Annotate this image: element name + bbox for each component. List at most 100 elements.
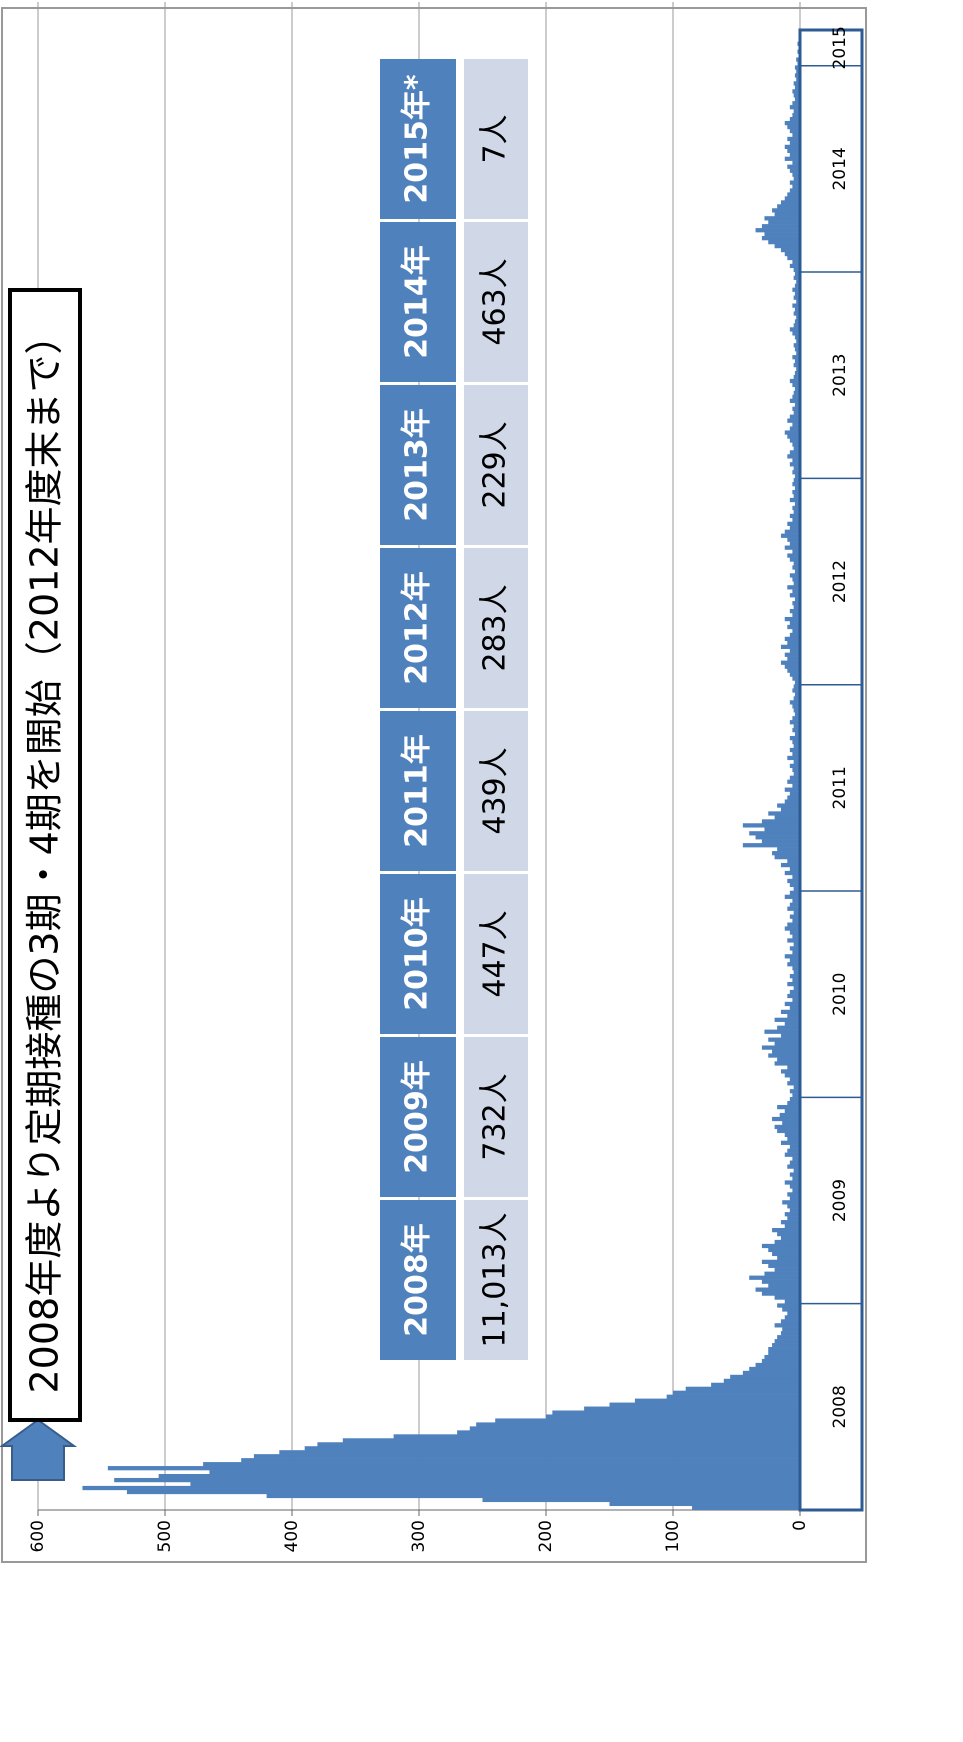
bar — [784, 926, 801, 931]
bar — [787, 878, 800, 884]
table-header: 2008年 — [400, 1223, 435, 1337]
bar — [787, 1204, 800, 1209]
bar — [634, 1398, 801, 1403]
bar — [789, 1097, 801, 1102]
bar — [749, 831, 801, 836]
bar — [761, 839, 801, 844]
bar — [784, 1212, 801, 1217]
bar — [789, 775, 801, 780]
bar — [772, 851, 800, 856]
table-value-cell — [464, 711, 528, 871]
chart-title: 2008年度より定期接種の3期・4期を開始（2012年度末まで） — [23, 316, 67, 1393]
bar — [789, 735, 801, 741]
bar — [342, 1438, 800, 1443]
bar — [126, 1489, 800, 1495]
bar — [774, 855, 800, 860]
bar — [792, 482, 801, 487]
bar — [685, 1386, 801, 1391]
bar — [792, 303, 801, 308]
bar — [780, 1220, 801, 1225]
bar — [793, 343, 801, 348]
bar — [792, 918, 801, 923]
bar — [782, 1327, 800, 1332]
bar — [774, 1295, 800, 1300]
bar — [789, 866, 801, 872]
table-value: 11,013人 — [478, 1213, 513, 1348]
bar — [777, 204, 801, 209]
bar — [793, 708, 801, 713]
bar — [789, 152, 801, 157]
bar — [792, 184, 801, 189]
title-box — [8, 288, 82, 1422]
bar — [793, 1085, 801, 1090]
y-tick-label: 200 — [536, 1520, 556, 1552]
bar — [787, 1164, 800, 1169]
bar — [761, 819, 801, 824]
bar — [742, 1370, 800, 1376]
arrow — [0, 1418, 78, 1481]
bar — [792, 898, 801, 903]
bar — [784, 954, 801, 959]
bar — [789, 513, 801, 519]
bar — [792, 628, 801, 634]
bar — [792, 132, 801, 138]
bar — [772, 208, 800, 213]
table-header-cell — [380, 711, 456, 871]
bar — [792, 601, 801, 606]
bar — [584, 1406, 800, 1411]
x-tick-label: 2013 — [830, 354, 850, 397]
bar — [780, 807, 801, 812]
bar — [764, 1354, 801, 1360]
rotated-chart: 0 100 200 300 400 500 600 2008年度より定期接種の3期・4期を開… — [0, 2, 867, 1563]
bar — [784, 156, 801, 161]
bar — [789, 450, 801, 455]
bar — [792, 89, 801, 94]
bar — [789, 168, 801, 173]
bar — [787, 585, 800, 590]
x-tick-label: 2012 — [830, 560, 850, 603]
bar — [792, 489, 801, 495]
bar — [792, 739, 801, 745]
bar — [787, 922, 800, 927]
bar — [774, 815, 800, 820]
bar — [768, 1347, 800, 1352]
bar — [789, 378, 801, 384]
bar — [241, 1458, 800, 1463]
bar — [792, 751, 801, 757]
bar — [789, 989, 801, 995]
bar — [755, 228, 800, 233]
bar — [784, 1315, 801, 1320]
bar — [774, 243, 800, 249]
bar — [777, 1057, 801, 1062]
bar — [793, 581, 801, 586]
bar — [768, 239, 800, 245]
bar — [787, 1148, 800, 1153]
bar — [793, 275, 801, 280]
bar — [784, 799, 801, 804]
bar — [784, 1180, 801, 1185]
bar — [761, 236, 801, 241]
table-value-cell — [464, 222, 528, 382]
bar — [784, 1073, 801, 1078]
bar — [768, 1283, 800, 1288]
bar — [789, 747, 801, 753]
bar — [793, 886, 801, 892]
bar — [792, 716, 801, 721]
bar — [784, 894, 801, 899]
bar — [784, 120, 801, 126]
bar — [792, 950, 801, 955]
bar — [755, 1287, 800, 1292]
table-value: 229人 — [478, 421, 513, 508]
bar — [792, 589, 801, 594]
bar — [772, 1251, 800, 1257]
bar — [755, 835, 800, 840]
bar — [772, 1227, 800, 1233]
bar — [774, 1239, 800, 1245]
bar — [789, 128, 801, 134]
bar — [469, 1426, 800, 1431]
bar — [787, 164, 800, 169]
bar — [784, 787, 801, 792]
bar — [787, 779, 800, 784]
bar — [789, 914, 801, 919]
bar — [792, 612, 801, 618]
